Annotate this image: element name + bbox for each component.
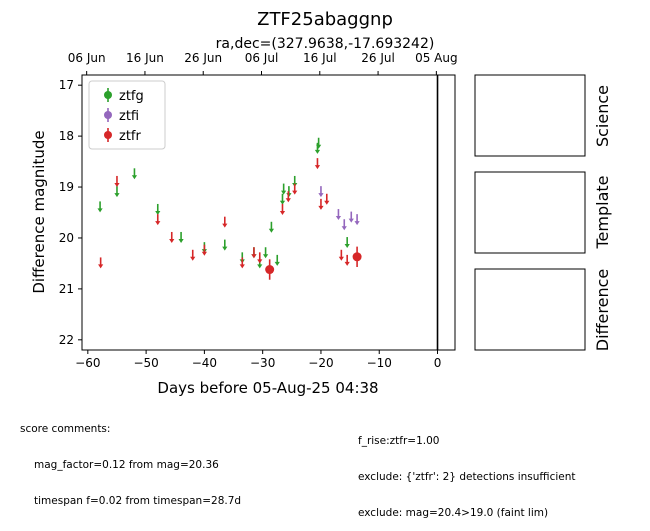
upper-limit-marker	[279, 203, 286, 215]
upper-limit-marker	[178, 231, 184, 243]
y-tick-label: 21	[59, 282, 74, 296]
x-axis: −60 −50 −40 −30 −20 −10 0	[75, 350, 441, 370]
upper-limit-marker	[222, 239, 228, 251]
upper-limit-marker	[285, 191, 291, 203]
upper-limit-marker	[341, 219, 347, 231]
upper-limit-marker	[169, 231, 175, 243]
upper-limit-marker	[262, 247, 269, 259]
upper-limit-marker	[201, 244, 207, 256]
upper-limit-marker	[155, 214, 161, 226]
score-comment: mag_factor=0.12 from mag=20.36	[34, 459, 219, 471]
score-comment: exclude: mag=20.4>19.0 (faint lim)	[358, 507, 549, 519]
template-cutout	[474, 171, 586, 254]
legend-entry: ztfi	[104, 108, 139, 124]
upper-limit-marker	[114, 175, 120, 187]
upper-limit-marker	[292, 183, 298, 195]
lightcurve-figure: ZTF25abaggnp ra,dec=(327.9638,-17.693242…	[30, 9, 612, 397]
detection-point	[265, 259, 275, 280]
x-tick-label: 0	[434, 356, 442, 370]
upper-limit-marker	[344, 254, 350, 266]
top-tick-label: 06 Jun	[68, 51, 106, 65]
upper-limit-marker	[281, 183, 287, 195]
score-comments-right: f_rise:ztfr=1.00 exclude: {'ztfr': 2} de…	[358, 411, 576, 531]
upper-limit-marker	[338, 249, 344, 261]
upper-limit-marker	[190, 249, 196, 261]
legend-entry: ztfr	[104, 128, 141, 144]
x-tick-label: −30	[250, 356, 275, 370]
legend-label: ztfr	[119, 129, 141, 144]
top-tick-label: 16 Jun	[126, 51, 164, 65]
upper-limit-marker	[222, 216, 228, 228]
upper-limit-marker	[354, 214, 360, 226]
chart-subtitle: ra,dec=(327.9638,-17.693242)	[216, 36, 435, 52]
x-tick-label: −50	[133, 356, 158, 370]
detection-point	[352, 246, 362, 267]
x-tick-label: −60	[75, 356, 100, 370]
top-date-axis: 06 Jun 16 Jun 26 Jun 06 Jul 16 Jul 26 Jul 05 A…	[68, 51, 458, 75]
score-comment: exclude: {'ztfr': 2} detections insuffic…	[358, 471, 576, 483]
upper-limit-marker	[279, 193, 286, 205]
y-axis: 17 18 19 20 21 22	[59, 78, 82, 347]
upper-limit-marker	[251, 247, 257, 259]
score-comments-left: score comments: mag_factor=0.12 from mag…	[20, 399, 241, 519]
x-tick-label: −20	[308, 356, 333, 370]
top-tick-label: 05 Aug	[415, 51, 458, 65]
upper-limit-marker	[316, 137, 322, 149]
upper-limit-marker	[348, 211, 354, 223]
legend-entry: ztfg	[104, 88, 144, 104]
upper-limit-marker	[98, 257, 104, 269]
upper-limit-marker	[268, 221, 275, 233]
upper-limit-marker	[239, 257, 245, 269]
x-tick-label: −40	[192, 356, 217, 370]
top-tick-label: 26 Jul	[361, 51, 395, 65]
y-axis-label: Difference magnitude	[30, 130, 48, 293]
score-comment: f_rise:ztfr=1.00	[358, 435, 440, 447]
template-label: Template	[593, 175, 612, 249]
x-axis-label: Days before 05-Aug-25 04:38	[157, 379, 378, 397]
score-comment: timespan f=0.02 from timespan=28.7d	[34, 495, 242, 507]
upper-limit-marker	[155, 203, 161, 215]
legend-label: ztfg	[119, 89, 144, 104]
upper-limit-marker	[318, 198, 324, 210]
legend: ztfg ztfi ztfr	[88, 80, 166, 150]
data-points	[97, 137, 362, 280]
legend-label: ztfi	[119, 109, 139, 124]
y-tick-label: 19	[59, 180, 74, 194]
top-tick-label: 16 Jul	[303, 51, 337, 65]
upper-limit-marker	[274, 254, 280, 266]
difference-cutout	[474, 268, 586, 351]
science-cutout	[474, 74, 586, 157]
upper-limit-marker	[318, 186, 324, 198]
upper-limit-marker	[344, 237, 350, 249]
upper-limit-marker	[335, 209, 342, 221]
difference-label: Difference	[593, 269, 612, 351]
y-tick-label: 17	[59, 78, 74, 92]
upper-limit-marker	[131, 168, 138, 180]
y-tick-label: 20	[59, 231, 74, 245]
upper-limit-marker	[97, 201, 103, 213]
score-comments-heading: score comments:	[20, 423, 111, 435]
plot-frame	[81, 74, 456, 351]
y-tick-label: 22	[59, 333, 74, 347]
upper-limit-marker	[324, 193, 330, 205]
science-label: Science	[593, 85, 612, 147]
y-tick-label: 18	[59, 129, 74, 143]
upper-limit-marker	[114, 186, 120, 198]
top-tick-label: 26 Jun	[184, 51, 222, 65]
upper-limit-marker	[257, 252, 263, 264]
top-tick-label: 06 Jul	[245, 51, 279, 65]
upper-limit-marker	[314, 158, 321, 170]
x-tick-label: −10	[367, 356, 392, 370]
chart-title: ZTF25abaggnp	[257, 9, 393, 30]
